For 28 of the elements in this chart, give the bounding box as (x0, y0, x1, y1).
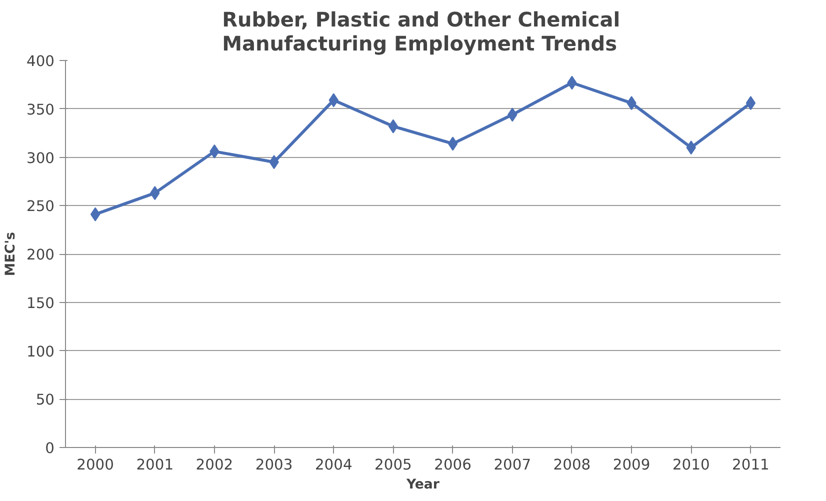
y-axis-title: MEC's (4, 232, 19, 276)
x-tick-label: 2006 (434, 456, 472, 474)
x-tick-label: 2000 (76, 456, 114, 474)
x-tick-label: 2002 (196, 456, 234, 474)
y-tick-label: 50 (36, 392, 55, 409)
y-tick-label: 0 (45, 440, 55, 457)
point (746, 96, 756, 110)
y-tick-label: 350 (26, 101, 55, 118)
point (388, 119, 398, 134)
y-tick-label: 400 (26, 53, 55, 70)
x-tick-label: 2001 (136, 456, 174, 474)
x-tick-label: 2008 (553, 456, 591, 474)
point (448, 136, 458, 151)
y-tick-label: 300 (26, 150, 55, 167)
x-tick-label: 2003 (255, 456, 293, 474)
x-tick-label: 2007 (494, 456, 532, 474)
x-tick-label: 2010 (672, 456, 710, 474)
y-tick-label: 100 (26, 343, 55, 360)
chart-title: Rubber, Plastic and Other Chemical Manufacturing Employment Trends (222, 8, 620, 56)
x-tick-label: 2004 (314, 456, 352, 474)
x-tick-label: 2009 (612, 456, 650, 474)
point (90, 207, 100, 222)
y-tick-label: 150 (26, 294, 55, 312)
y-tick-label: 200 (26, 246, 55, 264)
x-tick-label: 2005 (374, 456, 412, 474)
y-tick-label: 250 (26, 198, 55, 216)
x-tick-label: 2011 (732, 456, 770, 474)
x-axis-title: Year (405, 478, 440, 492)
